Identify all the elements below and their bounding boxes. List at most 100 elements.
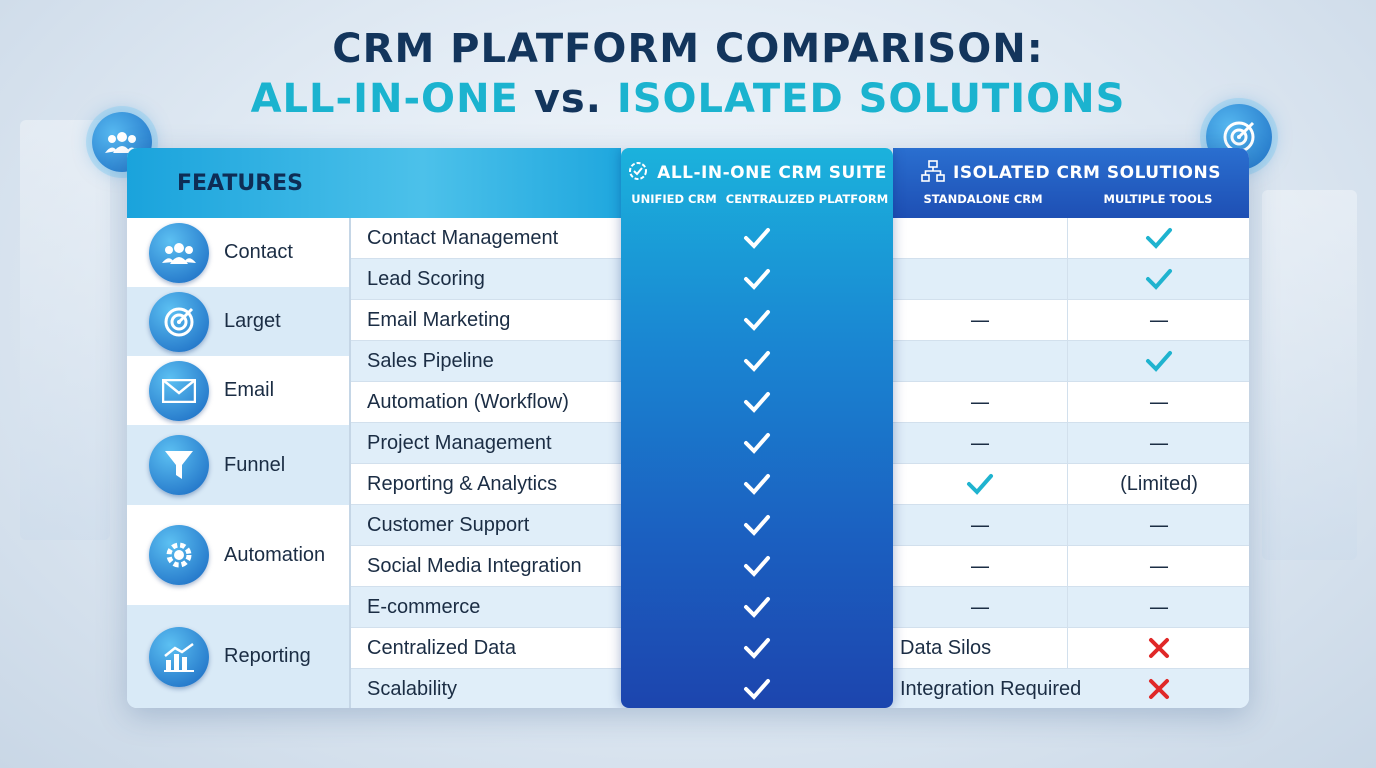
check-icon	[1146, 351, 1172, 372]
category-larget: Larget	[127, 287, 349, 357]
dash-mark: —	[1149, 595, 1169, 619]
page-title: CRM PLATFORM COMPARISON:	[332, 26, 1044, 72]
multiple-cell: —	[1069, 300, 1249, 340]
category-label: Email	[224, 379, 275, 401]
feature-label: Customer Support	[367, 514, 530, 536]
isolated-title: ISOLATED CRM SOLUTIONS	[953, 163, 1221, 183]
check-icon	[621, 382, 893, 422]
dash-mark: —	[970, 308, 990, 332]
standalone-cell	[893, 341, 1068, 381]
feature-label: Centralized Data	[367, 637, 516, 659]
check-icon	[621, 587, 893, 627]
all-in-one-sub2: CENTRALIZED PLATFORM	[725, 192, 889, 206]
multiple-cell	[1069, 218, 1249, 258]
multiple-cell	[1069, 628, 1249, 668]
category-label: Contact	[224, 241, 293, 263]
all-in-one-sub1: UNIFIED CRM	[631, 192, 717, 206]
isolated-sub1: STANDALONE CRM	[923, 192, 1043, 206]
cross-icon	[1149, 679, 1169, 699]
category-funnel: Funnel	[127, 425, 349, 506]
check-icon	[621, 628, 893, 668]
multiple-cell: —	[1069, 423, 1249, 463]
multiple-cell: (Limited)	[1069, 464, 1249, 504]
features-header: FEATURES	[127, 148, 621, 218]
category-label: Reporting	[224, 645, 311, 667]
feature-label: Email Marketing	[367, 309, 511, 331]
standalone-cell: —	[893, 423, 1068, 463]
feature-label: Project Management	[367, 432, 552, 454]
multiple-cell	[1069, 341, 1249, 381]
dash-mark: —	[1149, 513, 1169, 537]
check-icon	[621, 300, 893, 340]
dash-mark: —	[1149, 431, 1169, 455]
feature-label: Social Media Integration	[367, 555, 582, 577]
multiple-cell: —	[1069, 382, 1249, 422]
standalone-cell: —	[893, 587, 1068, 627]
dash-mark: —	[1149, 390, 1169, 414]
comparison-table: FEATURES ALL-IN-ONE CRM SUITE UNIFIED CR…	[127, 148, 1249, 708]
isolated-sub2: MULTIPLE TOOLS	[1103, 192, 1213, 206]
category-automation: Automation	[127, 505, 349, 606]
dash-mark: —	[970, 431, 990, 455]
feature-label: Lead Scoring	[367, 268, 485, 290]
check-icon	[1146, 228, 1172, 249]
check-icon	[621, 259, 893, 299]
multiple-cell	[1069, 259, 1249, 299]
standalone-cell: —	[893, 382, 1068, 422]
check-icon	[1146, 269, 1172, 290]
check-icon	[621, 423, 893, 463]
category-label: Larget	[224, 310, 281, 332]
page-subtitle: ALL-IN-ONE vs. ISOLATED SOLUTIONS	[0, 76, 1376, 122]
all-in-one-header: ALL-IN-ONE CRM SUITE	[621, 160, 893, 183]
funnel-icon	[149, 435, 209, 495]
data-silos-text: Data Silos	[900, 637, 992, 659]
category-email: Email	[127, 356, 349, 426]
category-label: Automation	[224, 543, 326, 566]
check-icon	[621, 546, 893, 586]
check-icon	[621, 669, 893, 708]
feature-label: Sales Pipeline	[367, 350, 494, 372]
multiple-cell: —	[1069, 587, 1249, 627]
isolated-title-wrap: ISOLATED CRM SOLUTIONS	[893, 160, 1249, 183]
feature-label: Reporting & Analytics	[367, 473, 558, 495]
envelope-icon	[149, 360, 209, 421]
category-contact: Contact	[127, 218, 349, 288]
category-label: Funnel	[224, 453, 286, 476]
network-icon	[921, 160, 945, 182]
dash-mark: —	[1149, 554, 1169, 578]
check-icon	[621, 464, 893, 504]
integration-required-text: Integration Required	[900, 678, 1082, 700]
standalone-cell	[893, 218, 1068, 258]
isolated-header: ISOLATED CRM SOLUTIONS STANDALONE CRM MU…	[893, 148, 1249, 218]
dash-mark: —	[970, 554, 990, 578]
gear-check-icon	[629, 162, 648, 180]
users-icon	[149, 222, 209, 283]
subtitle-all-in-one: ALL-IN-ONE	[250, 76, 519, 122]
standalone-cell	[893, 259, 1068, 299]
check-icon	[621, 218, 893, 258]
feature-label: Automation (Workflow)	[367, 391, 569, 413]
check-icon	[621, 505, 893, 545]
features-heading: FEATURES	[176, 170, 304, 196]
multiple-cell: —	[1069, 505, 1249, 545]
dash-mark: —	[970, 595, 990, 619]
feature-label: Scalability	[367, 678, 458, 700]
standalone-cell: —	[893, 546, 1068, 586]
feature-label: Contact Management	[367, 227, 559, 249]
category-reporting: Reporting	[127, 605, 349, 708]
all-in-one-title: ALL-IN-ONE CRM SUITE	[657, 163, 887, 183]
dash-mark: —	[1149, 308, 1169, 332]
multiple-cell	[1069, 669, 1249, 708]
limited-text: (Limited)	[1120, 472, 1198, 495]
check-icon	[621, 341, 893, 381]
standalone-cell	[893, 464, 1068, 504]
feature-label: E-commerce	[367, 596, 481, 618]
subtitle-isolated: ISOLATED SOLUTIONS	[616, 76, 1126, 122]
subtitle-vs: vs.	[533, 76, 602, 122]
standalone-cell: —	[893, 505, 1068, 545]
column-divider	[349, 218, 351, 708]
dash-mark: —	[970, 513, 990, 537]
target-icon	[149, 291, 209, 352]
bar-chart-icon	[149, 626, 209, 687]
check-icon	[967, 474, 993, 495]
